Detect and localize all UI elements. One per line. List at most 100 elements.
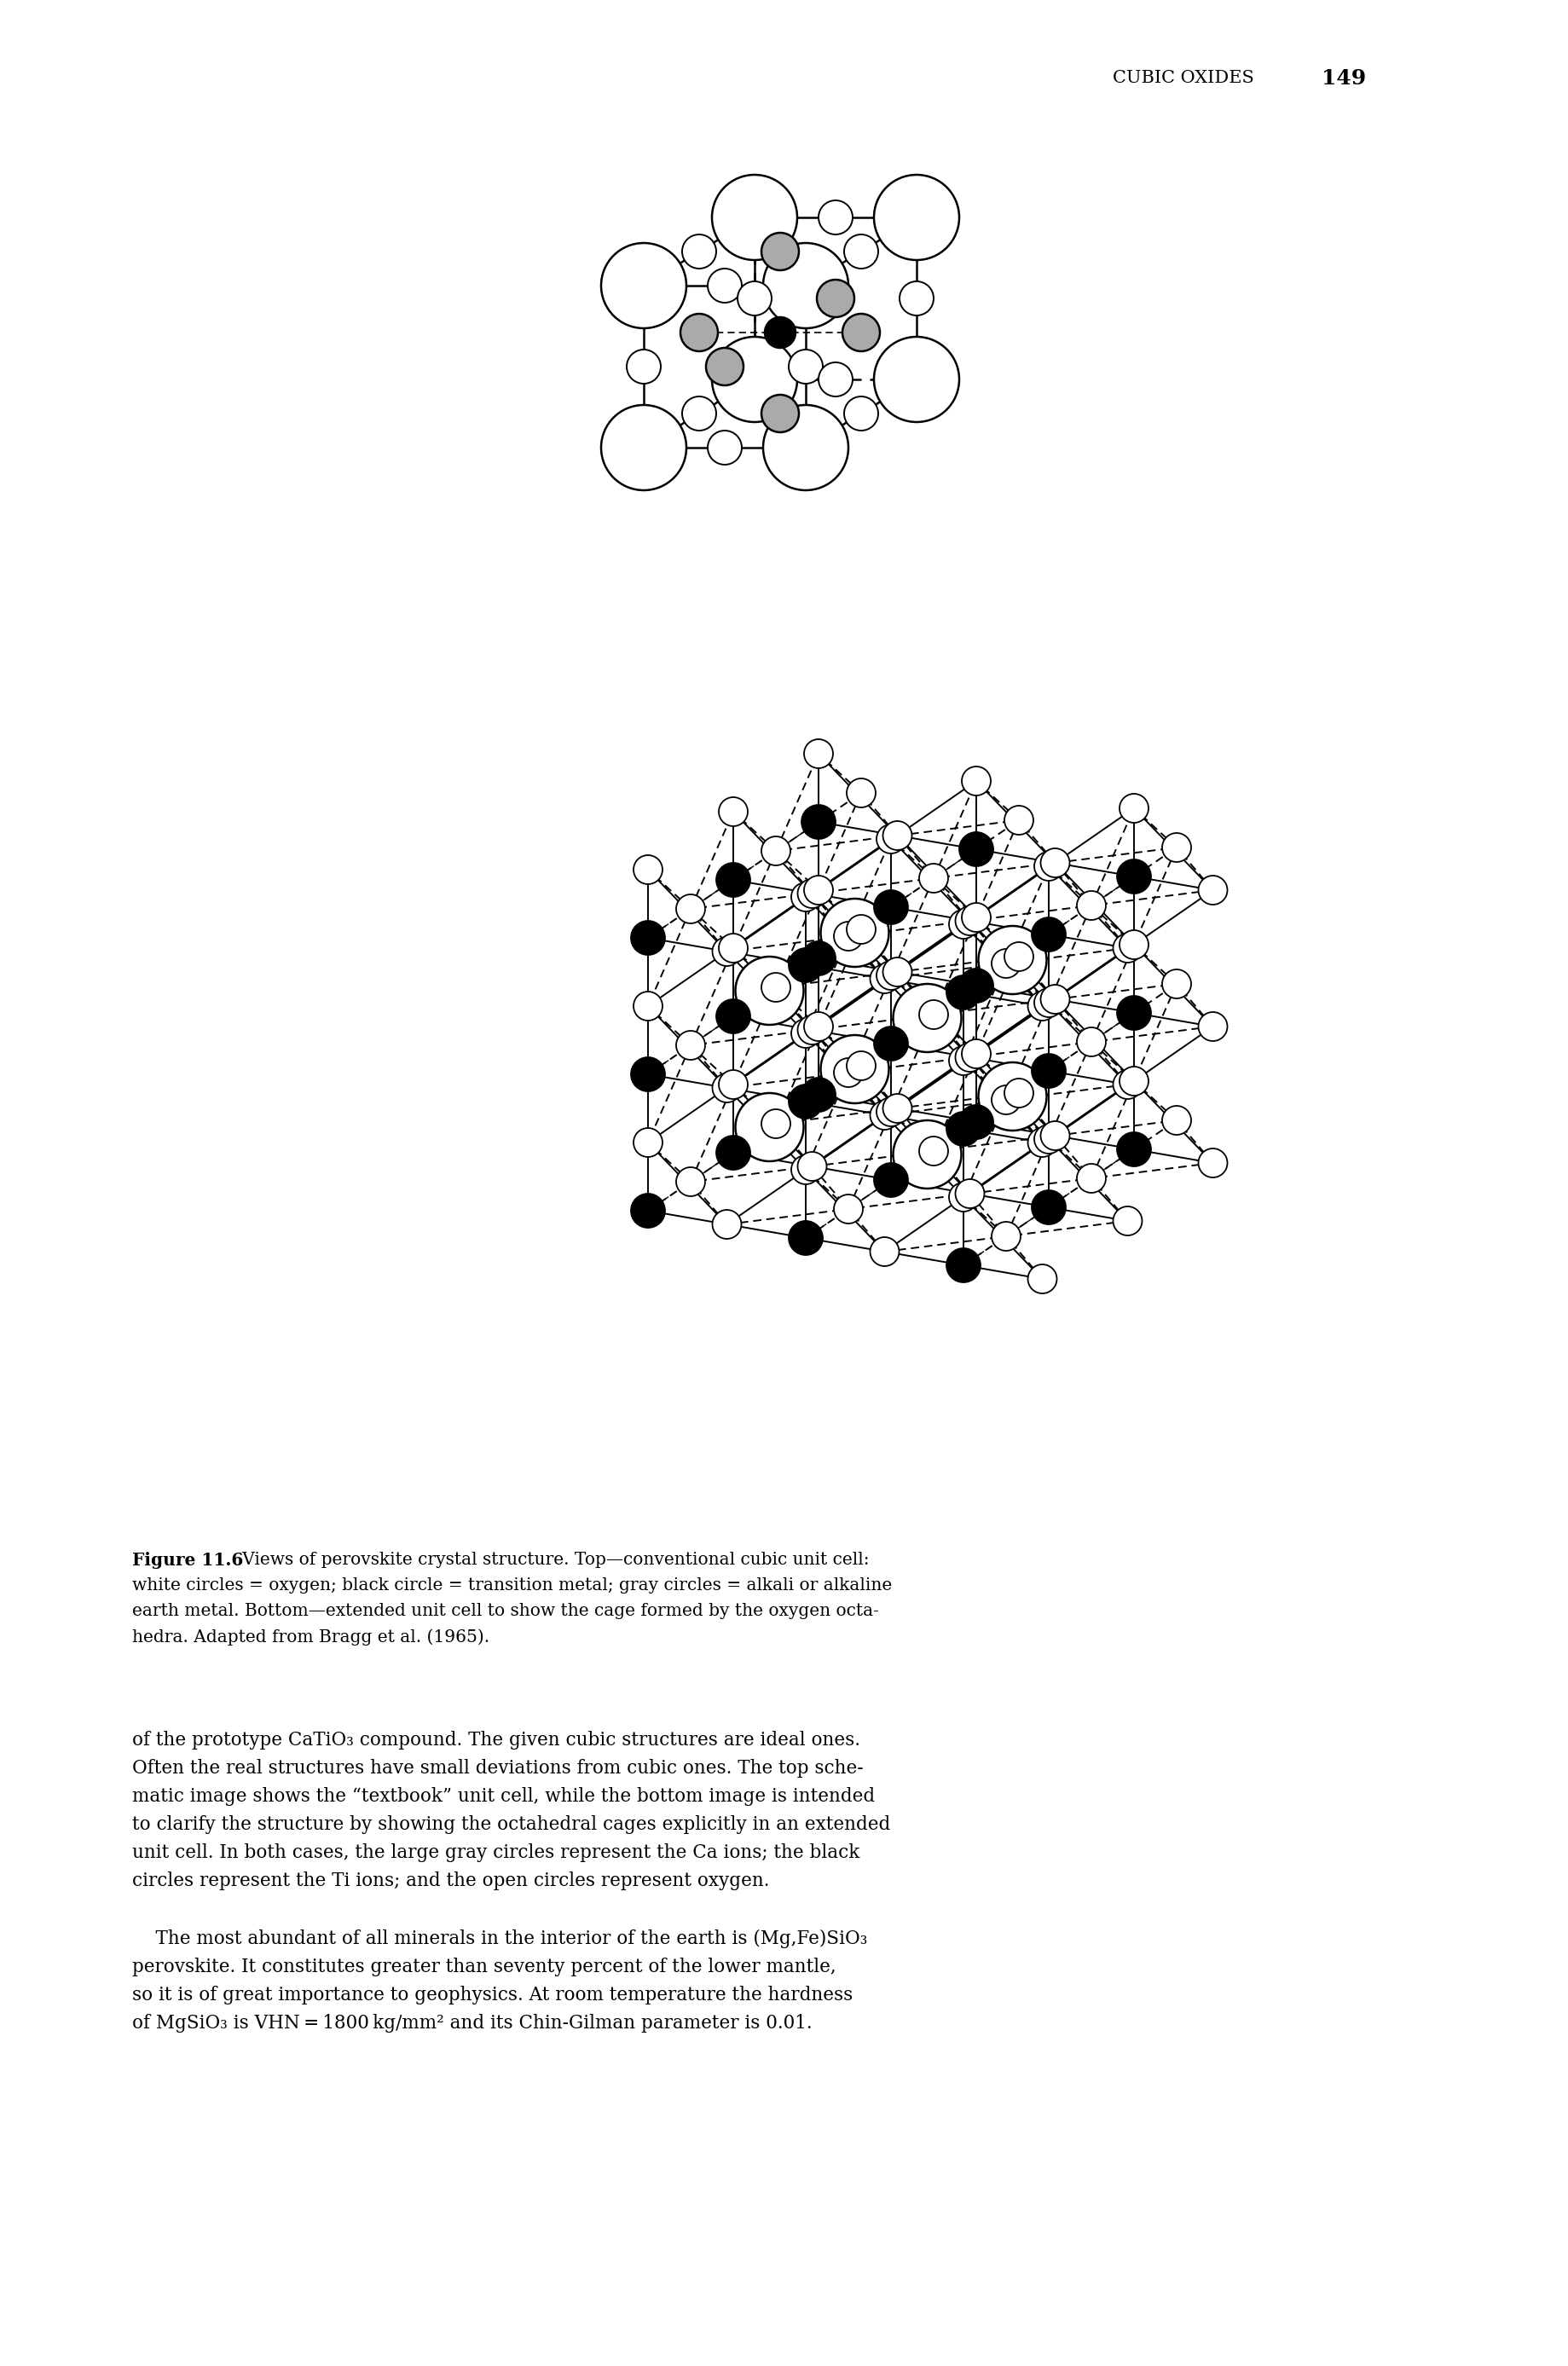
Text: Often the real structures have small deviations from cubic ones. The top sche-: Often the real structures have small dev… bbox=[132, 1758, 864, 1777]
Circle shape bbox=[947, 1112, 980, 1145]
Circle shape bbox=[844, 234, 878, 270]
Circle shape bbox=[877, 823, 905, 854]
Circle shape bbox=[834, 1058, 862, 1086]
Circle shape bbox=[1032, 918, 1066, 951]
Circle shape bbox=[1116, 1133, 1151, 1166]
Circle shape bbox=[1120, 793, 1148, 823]
Circle shape bbox=[818, 362, 853, 397]
Circle shape bbox=[883, 821, 913, 849]
Circle shape bbox=[877, 1098, 905, 1126]
Circle shape bbox=[633, 991, 663, 1020]
Circle shape bbox=[900, 282, 933, 315]
Circle shape bbox=[949, 911, 978, 939]
Circle shape bbox=[718, 797, 748, 826]
Circle shape bbox=[798, 1152, 826, 1181]
Circle shape bbox=[789, 1084, 823, 1119]
Circle shape bbox=[804, 738, 833, 769]
Circle shape bbox=[789, 1221, 823, 1254]
Circle shape bbox=[801, 1077, 836, 1112]
Circle shape bbox=[1162, 833, 1192, 861]
Text: earth metal. Bottom—extended unit cell to show the cage formed by the oxygen oct: earth metal. Bottom—extended unit cell t… bbox=[132, 1602, 880, 1618]
Circle shape bbox=[947, 975, 980, 1010]
Circle shape bbox=[633, 854, 663, 885]
Circle shape bbox=[877, 961, 905, 989]
Circle shape bbox=[960, 1105, 993, 1138]
Circle shape bbox=[737, 282, 771, 315]
Circle shape bbox=[1005, 1079, 1033, 1107]
Circle shape bbox=[676, 1166, 706, 1197]
Circle shape bbox=[717, 998, 751, 1034]
Circle shape bbox=[873, 890, 908, 925]
Circle shape bbox=[630, 1058, 665, 1091]
Circle shape bbox=[601, 405, 687, 490]
Text: to clarify the structure by showing the octahedral cages explicitly in an extend: to clarify the structure by showing the … bbox=[132, 1815, 891, 1834]
Circle shape bbox=[820, 899, 889, 968]
Text: hedra. Adapted from Bragg et al. (1965).: hedra. Adapted from Bragg et al. (1965). bbox=[132, 1628, 489, 1644]
Circle shape bbox=[676, 894, 706, 923]
Circle shape bbox=[762, 232, 800, 270]
Circle shape bbox=[1077, 892, 1105, 920]
Circle shape bbox=[1005, 942, 1033, 970]
Circle shape bbox=[818, 201, 853, 234]
Circle shape bbox=[1116, 859, 1151, 894]
Circle shape bbox=[873, 1164, 908, 1197]
Circle shape bbox=[947, 1249, 980, 1282]
Circle shape bbox=[961, 767, 991, 795]
Circle shape bbox=[1113, 935, 1142, 963]
Circle shape bbox=[1032, 1190, 1066, 1223]
Circle shape bbox=[707, 270, 742, 303]
Circle shape bbox=[630, 920, 665, 956]
Circle shape bbox=[712, 937, 742, 965]
Circle shape bbox=[798, 1015, 826, 1043]
Circle shape bbox=[1198, 1013, 1228, 1041]
Circle shape bbox=[991, 949, 1021, 977]
Circle shape bbox=[883, 1093, 913, 1124]
Circle shape bbox=[762, 1110, 790, 1138]
Circle shape bbox=[717, 1136, 751, 1169]
Circle shape bbox=[706, 348, 743, 386]
Circle shape bbox=[847, 916, 875, 944]
Circle shape bbox=[991, 1086, 1021, 1114]
Circle shape bbox=[1029, 1263, 1057, 1294]
Circle shape bbox=[1198, 875, 1228, 904]
Circle shape bbox=[1032, 1053, 1066, 1088]
Circle shape bbox=[991, 1221, 1021, 1252]
Circle shape bbox=[870, 1237, 898, 1266]
Circle shape bbox=[1120, 1067, 1148, 1095]
Circle shape bbox=[789, 350, 823, 383]
Text: matic image shows the “textbook” unit cell, while the bottom image is intended: matic image shows the “textbook” unit ce… bbox=[132, 1786, 875, 1805]
Text: 149: 149 bbox=[1322, 69, 1366, 88]
Circle shape bbox=[955, 1178, 985, 1209]
Text: of MgSiO₃ is VHN = 1800 kg/mm² and its Chin-Gilman parameter is 0.01.: of MgSiO₃ is VHN = 1800 kg/mm² and its C… bbox=[132, 2013, 812, 2032]
Circle shape bbox=[955, 1043, 985, 1072]
Circle shape bbox=[735, 1093, 804, 1162]
Circle shape bbox=[792, 883, 820, 911]
Circle shape bbox=[1113, 1069, 1142, 1100]
Circle shape bbox=[883, 958, 913, 987]
Circle shape bbox=[1077, 1164, 1105, 1192]
Circle shape bbox=[1029, 991, 1057, 1020]
Text: perovskite. It constitutes greater than seventy percent of the lower mantle,: perovskite. It constitutes greater than … bbox=[132, 1957, 836, 1976]
Text: unit cell. In both cases, the large gray circles represent the Ca ions; the blac: unit cell. In both cases, the large gray… bbox=[132, 1843, 859, 1862]
Circle shape bbox=[949, 1046, 978, 1074]
Circle shape bbox=[804, 875, 833, 904]
Circle shape bbox=[712, 336, 797, 421]
Circle shape bbox=[1041, 1121, 1069, 1150]
Circle shape bbox=[707, 431, 742, 464]
Circle shape bbox=[681, 315, 718, 350]
Circle shape bbox=[894, 1121, 961, 1188]
Circle shape bbox=[792, 1020, 820, 1048]
Circle shape bbox=[1035, 989, 1063, 1017]
Circle shape bbox=[764, 405, 848, 490]
Circle shape bbox=[765, 317, 795, 348]
Circle shape bbox=[961, 1039, 991, 1069]
Circle shape bbox=[792, 1155, 820, 1185]
Circle shape bbox=[873, 175, 960, 260]
Circle shape bbox=[1041, 984, 1069, 1013]
Text: so it is of great importance to geophysics. At room temperature the hardness: so it is of great importance to geophysi… bbox=[132, 1985, 853, 2004]
Circle shape bbox=[718, 1069, 748, 1100]
Circle shape bbox=[718, 935, 748, 963]
Circle shape bbox=[712, 175, 797, 260]
Text: white circles = oxygen; black circle = transition metal; gray circles = alkali o: white circles = oxygen; black circle = t… bbox=[132, 1578, 892, 1595]
Circle shape bbox=[844, 397, 878, 431]
